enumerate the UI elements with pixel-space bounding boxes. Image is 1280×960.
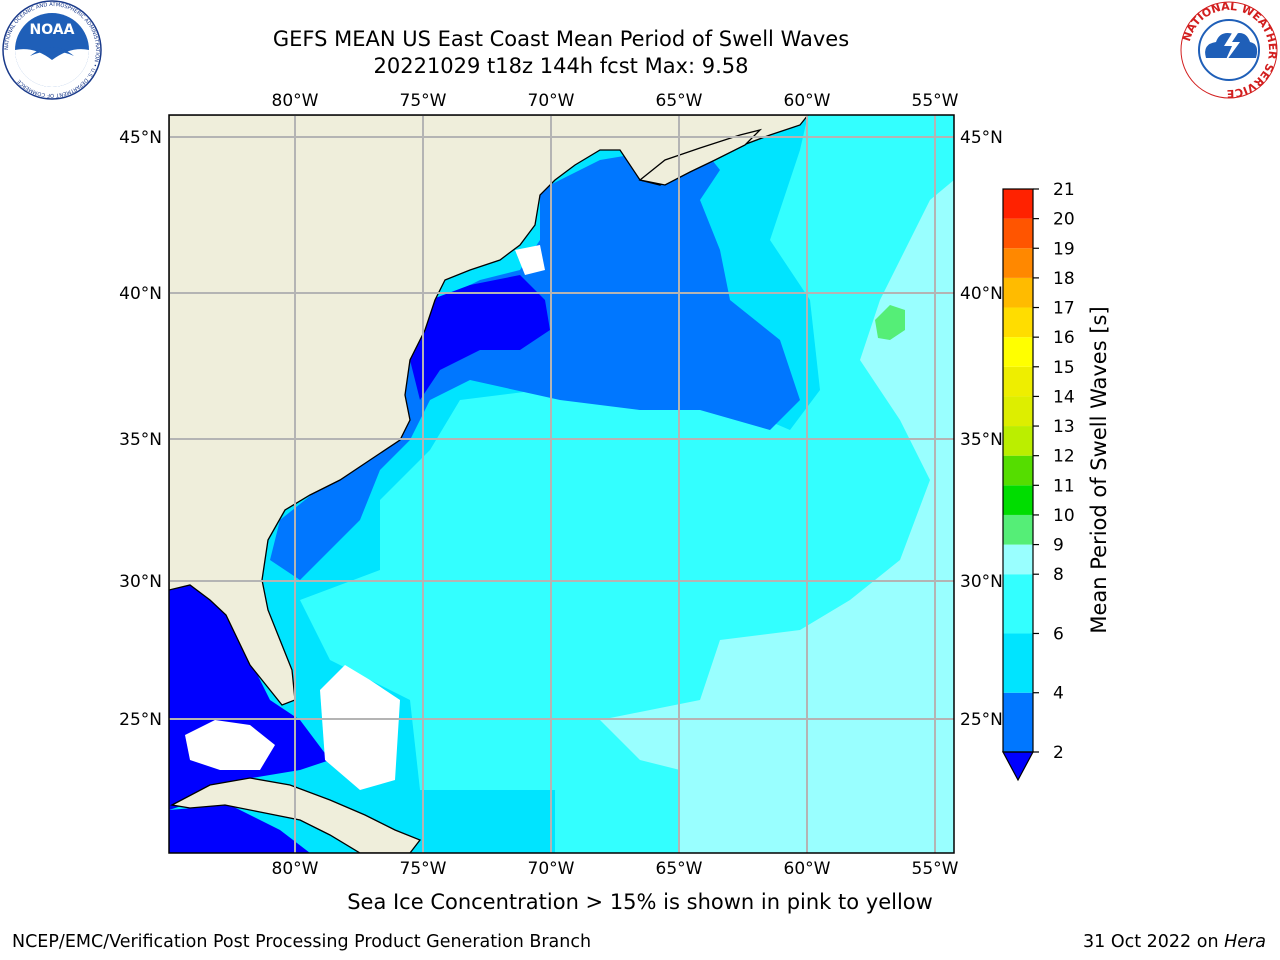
colorbar-tick-label: 14: [1053, 387, 1075, 407]
colorbar-tick-label: 20: [1053, 210, 1075, 230]
colorbar-bin: [1003, 218, 1033, 249]
lon-label-top: 70°W: [528, 91, 575, 111]
colorbar-tick-label: 11: [1053, 476, 1075, 496]
lon-label-top: 65°W: [656, 91, 703, 111]
credit-line: NCEP/EMC/Verification Post Processing Pr…: [12, 932, 592, 952]
colorbar-tick-label: 6: [1053, 624, 1064, 644]
no-data-chesapeake: [515, 245, 545, 275]
lon-label-bottom: 80°W: [272, 859, 319, 879]
colorbar-bin: [1003, 337, 1033, 367]
colorbar-tick-label: 16: [1053, 328, 1075, 348]
swell-region-2-4s: [270, 145, 800, 580]
colorbar-bin: [1003, 514, 1033, 545]
map-subtitle: 20221029 t18z 144h fcst Max: 9.58: [373, 54, 749, 78]
colorbar-under-arrow: [1001, 751, 1035, 782]
swell-region-under-2s: [410, 275, 550, 400]
colorbar-tick-label: 19: [1053, 239, 1075, 259]
latitude-labels-left: 45°N 40°N 35°N 30°N 25°N: [119, 128, 162, 730]
lon-label-bottom: 65°W: [656, 859, 703, 879]
lon-label-bottom: 55°W: [912, 859, 959, 879]
no-data-gulf-bank: [185, 720, 275, 770]
swell-region-9-10s: [875, 305, 905, 340]
colorbar-tick-label: 2: [1053, 743, 1064, 763]
lon-label-top: 80°W: [272, 91, 319, 111]
lon-label-bottom: 75°W: [400, 859, 447, 879]
lat-label-right: 30°N: [960, 572, 1003, 592]
swell-region-under-2s-caribbean: [169, 805, 310, 853]
colorbar-bin: [1003, 485, 1033, 515]
nws-logo: NATIONAL WEATHER SERVICE: [1180, 0, 1279, 100]
colorbar-tick-label: 21: [1053, 180, 1075, 200]
lon-label-top: 60°W: [784, 91, 831, 111]
lon-label-top: 55°W: [912, 91, 959, 111]
colorbar-frame: [1002, 188, 1034, 753]
sea-ice-note: Sea Ice Concentration > 15% is shown in …: [347, 890, 933, 914]
colorbar-tick-label: 18: [1053, 269, 1075, 289]
colorbar-bin: [1003, 633, 1033, 693]
colorbar-tick-label: 17: [1053, 299, 1075, 319]
latitude-labels-right: 45°N 40°N 35°N 30°N 25°N: [960, 128, 1003, 730]
map-frame: [168, 114, 955, 854]
lon-label-top: 75°W: [400, 91, 447, 111]
lat-label-left: 30°N: [119, 572, 162, 592]
longitude-labels-bottom: 80°W 75°W 70°W 65°W 60°W 55°W: [272, 859, 959, 879]
date-text: 31 Oct 2022 on: [1083, 932, 1219, 952]
colorbar-bin: [1003, 189, 1033, 219]
lat-label-left: 45°N: [119, 128, 162, 148]
lat-label-left: 25°N: [119, 710, 162, 730]
host-name: Hera: [1224, 932, 1266, 952]
lon-label-bottom: 70°W: [528, 859, 575, 879]
lat-label-right: 35°N: [960, 430, 1003, 450]
date-line: 31 Oct 2022 on Hera: [1083, 932, 1266, 952]
colorbar-bin: [1003, 248, 1033, 278]
lat-label-right: 40°N: [960, 284, 1003, 304]
lat-label-right: 25°N: [960, 710, 1003, 730]
lat-label-left: 40°N: [119, 284, 162, 304]
lat-label-right: 45°N: [960, 128, 1003, 148]
colorbar-tick-label: 15: [1053, 358, 1075, 378]
land-north-america: [169, 115, 809, 706]
map-title: GEFS MEAN US East Coast Mean Period of S…: [272, 27, 850, 51]
colorbar: 21 20 19 18 17 16 15 14 13 12 11 10 9 8 6 4 2: [1001, 180, 1075, 782]
graticule: [169, 115, 954, 853]
colorbar-bin: [1003, 307, 1033, 338]
colorbar-tick-label: 9: [1053, 536, 1064, 556]
colorbar-tick-label: 12: [1053, 447, 1075, 467]
colorbar-bin: [1003, 455, 1033, 486]
colorbar-tick-label: 13: [1053, 417, 1075, 437]
noaa-logo: NATIONAL OCEANIC AND ATMOSPHERIC ADMINIS…: [2, 0, 102, 100]
colorbar-bin: [1003, 366, 1033, 397]
colorbar-tick-label: 8: [1053, 565, 1064, 585]
svg-text:NOAA: NOAA: [30, 22, 75, 38]
colorbar-bin: [1003, 692, 1033, 752]
lon-label-bottom: 60°W: [784, 859, 831, 879]
colorbar-tick-label: 10: [1053, 506, 1075, 526]
longitude-labels-top: 80°W 75°W 70°W 65°W 60°W 55°W: [272, 91, 959, 111]
swell-region-8-9s: [600, 180, 954, 853]
colorbar-bin: [1003, 426, 1033, 456]
colorbar-label: Mean Period of Swell Waves [s]: [1087, 306, 1111, 633]
colorbar-bin: [1003, 544, 1033, 575]
colorbar-tick-label: 4: [1053, 684, 1064, 704]
colorbar-bin: [1003, 574, 1033, 634]
lat-label-left: 35°N: [119, 430, 162, 450]
colorbar-bin: [1003, 277, 1033, 308]
colorbar-bin: [1003, 396, 1033, 427]
no-data-bahamas: [320, 665, 400, 790]
map-plot-area: [169, 115, 954, 853]
